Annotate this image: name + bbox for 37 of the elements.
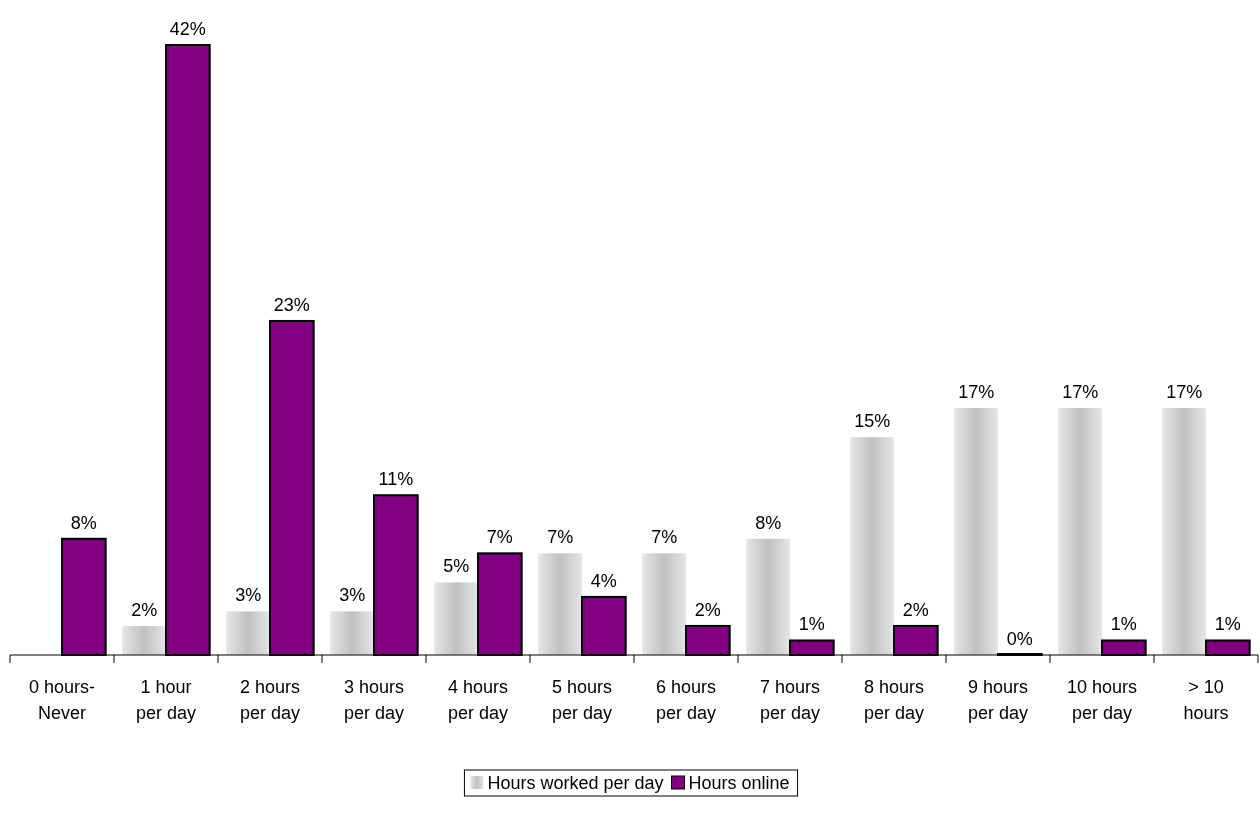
data-label: 2% [694, 599, 721, 620]
x-tick-label: 8 hours per day [863, 677, 925, 723]
data-label: 42% [169, 19, 206, 39]
x-tick-label: 10 hours per day [1066, 677, 1138, 723]
data-label: 8% [70, 512, 97, 533]
x-tick-label: 4 hours per day [447, 677, 509, 723]
x-tick-label: 6 hours per day [655, 677, 717, 723]
data-label: 17% [1062, 382, 1099, 403]
data-label: 3% [339, 585, 366, 606]
data-label: 4% [590, 570, 617, 591]
x-tick-label: 9 hours per day [967, 677, 1029, 723]
data-label: 1% [1214, 614, 1241, 635]
data-label: 1% [1110, 614, 1137, 635]
data-label: 1% [798, 614, 825, 635]
data-label: 17% [1166, 382, 1203, 403]
x-tick-label: > 10 hours [1183, 677, 1229, 723]
data-label: 2% [131, 599, 158, 620]
legend-label: Hours online [688, 773, 790, 793]
x-tick-label: 2 hours per day [239, 677, 301, 723]
data-label: 0% [1006, 629, 1033, 649]
data-label: 23% [273, 294, 310, 315]
legend-label: Hours worked per day [487, 773, 664, 793]
x-tick-label: 1 hour per day [135, 677, 197, 723]
x-tick-label: 0 hours-Never [28, 677, 96, 723]
data-label: 17% [958, 382, 995, 403]
data-label: 11% [378, 469, 414, 490]
x-tick-label: 5 hours per day [551, 677, 613, 723]
x-tick-label: 3 hours per day [343, 677, 405, 723]
data-label: 2% [902, 599, 929, 620]
x-tick-label: 7 hours per day [759, 677, 821, 723]
data-label: 3% [235, 585, 262, 606]
data-label: 7% [486, 527, 513, 548]
data-label: 15% [854, 411, 891, 432]
data-label: 8% [755, 512, 782, 533]
data-label: 7% [651, 527, 678, 548]
data-label: 7% [547, 527, 574, 548]
data-label: 5% [443, 556, 470, 577]
